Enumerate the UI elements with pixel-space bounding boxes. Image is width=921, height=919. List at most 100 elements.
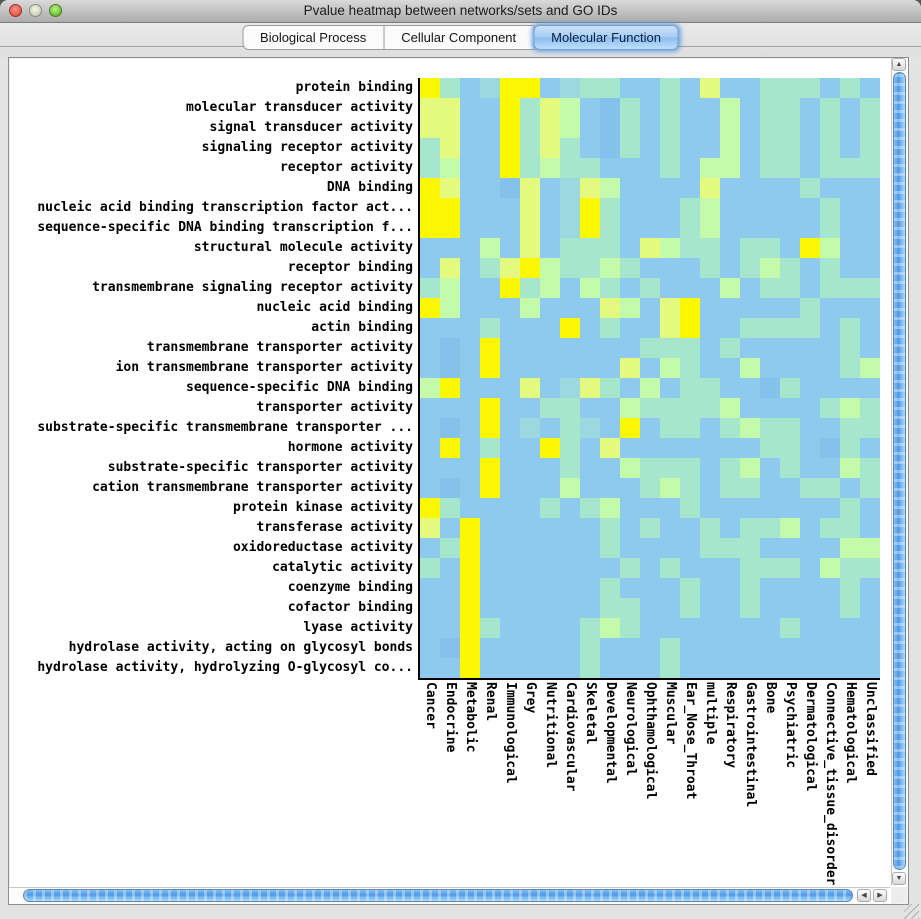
heatmap-cell xyxy=(420,518,440,538)
heatmap-cell xyxy=(680,338,700,358)
heatmap-cell xyxy=(440,238,460,258)
heatmap-cell xyxy=(420,178,440,198)
heatmap-cell xyxy=(680,438,700,458)
heatmap-cell xyxy=(640,218,660,238)
heatmap-cell xyxy=(420,358,440,378)
heatmap-cell xyxy=(860,658,880,678)
heatmap-cell xyxy=(500,298,520,318)
resize-grip-icon[interactable] xyxy=(904,904,919,919)
heatmap-cell xyxy=(700,358,720,378)
scroll-up-icon[interactable]: ▲ xyxy=(892,58,906,71)
heatmap-cell xyxy=(660,658,680,678)
heatmap-cell xyxy=(500,578,520,598)
heatmap-cell xyxy=(540,118,560,138)
heatmap-cell xyxy=(780,198,800,218)
col-label: Cancer xyxy=(423,682,438,729)
heatmap-cell xyxy=(540,138,560,158)
heatmap-cell xyxy=(640,418,660,438)
minimize-button[interactable] xyxy=(29,4,42,17)
heatmap-cell xyxy=(660,318,680,338)
heatmap-cell xyxy=(740,518,760,538)
heatmap-cell xyxy=(460,138,480,158)
heatmap-cell xyxy=(780,138,800,158)
heatmap-cell xyxy=(780,238,800,258)
heatmap-cell xyxy=(820,558,840,578)
heatmap-cell xyxy=(780,258,800,278)
heatmap-cell xyxy=(580,178,600,198)
heatmap-cell xyxy=(440,618,460,638)
heatmap-cell xyxy=(800,418,820,438)
row-label: hydrolase activity, hydrolyzing O-glycos… xyxy=(37,660,413,675)
col-label: Nutritional xyxy=(543,682,558,769)
heatmap-cell xyxy=(860,258,880,278)
heatmap-cell xyxy=(820,198,840,218)
heatmap-cell xyxy=(740,238,760,258)
heatmap-cell xyxy=(660,138,680,158)
heatmap-cell xyxy=(780,298,800,318)
heatmap-cell xyxy=(520,138,540,158)
heatmap-cell xyxy=(640,618,660,638)
heatmap-cell xyxy=(600,418,620,438)
horizontal-scrollbar[interactable]: ◀ ▶ xyxy=(9,887,890,904)
heatmap-cell xyxy=(620,98,640,118)
row-label: substrate-specific transmembrane transpo… xyxy=(37,420,413,435)
heatmap-cell xyxy=(540,178,560,198)
heatmap-cell xyxy=(720,598,740,618)
heatmap-cell xyxy=(800,218,820,238)
heatmap-cell xyxy=(540,78,560,98)
col-label: Muscular xyxy=(663,682,678,745)
heatmap-cell xyxy=(440,278,460,298)
heatmap-cell xyxy=(460,278,480,298)
heatmap-cell xyxy=(760,198,780,218)
heatmap-cell xyxy=(500,518,520,538)
row-label: substrate-specific transporter activity xyxy=(107,460,413,475)
heatmap-cell xyxy=(500,558,520,578)
heatmap-cell xyxy=(680,498,700,518)
heatmap-cell xyxy=(660,178,680,198)
heatmap-cell xyxy=(440,478,460,498)
tab-molecular-function[interactable]: Molecular Function xyxy=(533,25,679,50)
heatmap-cell xyxy=(500,618,520,638)
scroll-down-icon[interactable]: ▼ xyxy=(892,872,906,885)
heatmap-cell xyxy=(560,318,580,338)
tab-cellular-component[interactable]: Cellular Component xyxy=(384,25,535,50)
heatmap-cell xyxy=(520,238,540,258)
heatmap-cell xyxy=(560,178,580,198)
heatmap-cell xyxy=(600,298,620,318)
row-label: hormone activity xyxy=(287,440,413,455)
row-label: protein binding xyxy=(295,80,413,95)
scroll-right-icon[interactable]: ▶ xyxy=(873,889,887,902)
col-label: Connective_tissue_disorder xyxy=(823,682,838,886)
heatmap-cell xyxy=(580,598,600,618)
heatmap-cell xyxy=(760,118,780,138)
heatmap-cell xyxy=(740,258,760,278)
horizontal-scrollbar-thumb[interactable] xyxy=(23,889,853,902)
heatmap-cell xyxy=(740,138,760,158)
heatmap-cell xyxy=(820,298,840,318)
heatmap-cell xyxy=(620,218,640,238)
heatmap-cell xyxy=(480,598,500,618)
scroll-left-icon[interactable]: ◀ xyxy=(857,889,871,902)
tab-biological-process[interactable]: Biological Process xyxy=(242,25,385,50)
heatmap-cell xyxy=(660,498,680,518)
heatmap-cell xyxy=(640,658,660,678)
heatmap-cell xyxy=(580,198,600,218)
title-bar[interactable]: Pvalue heatmap between networks/sets and… xyxy=(0,0,921,23)
heatmap-cell xyxy=(860,378,880,398)
heatmap-cell xyxy=(480,338,500,358)
close-button[interactable] xyxy=(9,4,22,17)
heatmap-cell xyxy=(480,298,500,318)
heatmap-cell xyxy=(600,138,620,158)
col-label: Renal xyxy=(483,682,498,722)
heatmap-cell xyxy=(420,98,440,118)
heatmap-cell xyxy=(800,198,820,218)
vertical-scrollbar[interactable]: ▲ ▼ xyxy=(891,58,908,886)
heatmap-cell xyxy=(680,98,700,118)
heatmap-cell xyxy=(620,438,640,458)
zoom-button[interactable] xyxy=(49,4,62,17)
vertical-scrollbar-thumb[interactable] xyxy=(893,72,906,870)
heatmap-cell xyxy=(540,438,560,458)
heatmap-cell xyxy=(740,358,760,378)
heatmap-cell xyxy=(480,518,500,538)
heatmap-cell xyxy=(460,618,480,638)
